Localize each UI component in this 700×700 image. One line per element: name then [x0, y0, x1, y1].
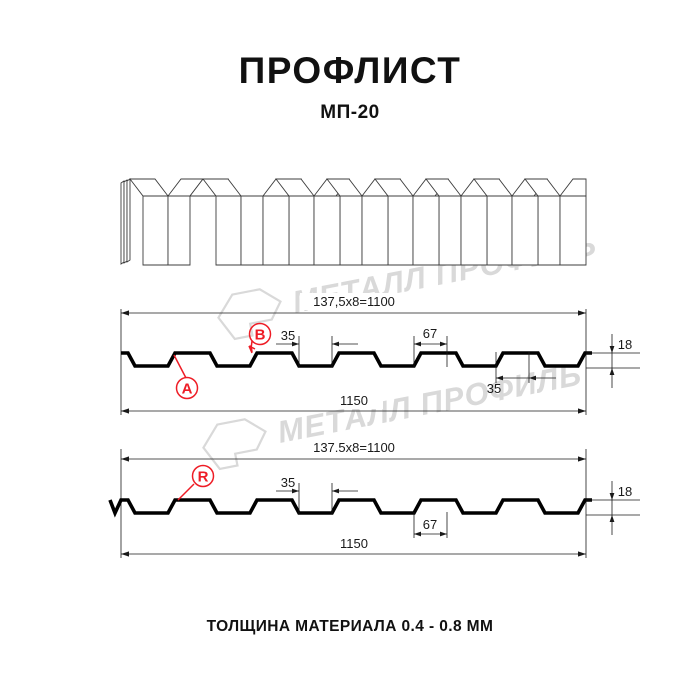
sec-a-top-arrow-right	[578, 310, 586, 316]
sec-r-flange-dimension-label: 67	[423, 517, 437, 532]
sec-a-35-arrow-in-left	[292, 341, 299, 347]
sec-r-top-arrow-left	[121, 456, 129, 462]
page-subtitle: МП-20	[320, 102, 380, 123]
page-title: ПРОФЛИСТ	[238, 50, 462, 91]
sec-a-35-arrow-in-right	[332, 341, 339, 347]
iso-face-web-1	[142, 195, 169, 266]
iso-face-web-7	[486, 195, 513, 266]
callout-b-label: B	[255, 327, 266, 344]
iso-face-web-8	[537, 195, 561, 266]
callout-a-label: A	[182, 381, 193, 398]
iso-face-valley-8	[511, 195, 539, 266]
section-a: 137,5x8=1100 1150 35 67	[120, 293, 640, 415]
iso-face-valley-5	[361, 195, 389, 266]
sec-r-18-arrow-top	[609, 493, 615, 500]
callout-b: B	[248, 322, 272, 354]
sec-r-bottom-dim-bg	[325, 535, 383, 552]
callout-r: R	[177, 464, 215, 501]
iso-corrugations	[129, 178, 587, 266]
iso-face-web-2	[215, 195, 242, 266]
sec-r-35-arrow-in-left	[292, 488, 299, 494]
sec-a-35b-arrow-left	[496, 375, 503, 381]
section-r: 137.5x8=1100 1150 35 67	[108, 439, 640, 558]
sec-a-67-arrow-left	[414, 341, 421, 347]
callout-a: A	[173, 354, 199, 400]
sec-a-profile-outline	[121, 351, 592, 368]
iso-face-valley-3	[262, 195, 290, 266]
sec-a-rib-dimension-label-2: 35	[487, 381, 501, 396]
iso-face-top-1	[129, 178, 169, 197]
callout-r-leader	[177, 483, 195, 501]
sec-a-top-arrow-left	[121, 310, 129, 316]
sec-r-height-dimension-label: 18	[618, 484, 632, 499]
sec-a-flange-dimension-label: 67	[423, 326, 437, 341]
iso-face-top-9	[559, 178, 587, 197]
sec-r-67-arrow-left	[414, 531, 421, 537]
drawing-header: ПРОФЛИСТ МП-20	[0, 52, 700, 124]
watermark-text-lower: МЕТАЛЛ ПРОФИЛЬ	[275, 357, 585, 450]
sec-a-top-dim-bg	[300, 293, 408, 310]
sec-r-35-arrow-in-right	[332, 488, 339, 494]
callout-a-leader	[173, 354, 187, 379]
iso-edge-layer-3	[126, 178, 131, 263]
callout-r-label: R	[198, 469, 209, 486]
sec-a-height-dimension-label: 18	[618, 337, 632, 352]
sec-a-18-arrow-top	[609, 346, 615, 353]
iso-face-valley-6	[412, 195, 440, 266]
iso-face-valley-7	[460, 195, 488, 266]
sec-r-18-arrow-bottom	[609, 515, 615, 522]
sec-a-top-dimension-label: 137,5x8=1100	[313, 294, 395, 309]
sec-a-bottom-dim-bg	[325, 392, 383, 409]
sec-r-bottom-arrow-right	[578, 551, 586, 557]
iso-face-valley-9	[559, 195, 587, 266]
callout-a-circle	[175, 376, 199, 400]
iso-face-web-4	[339, 195, 363, 266]
iso-face-web-6	[438, 195, 462, 266]
iso-face-valley-1	[167, 195, 191, 266]
sec-r-top-dim-bg	[300, 439, 408, 456]
sec-r-rib-dimension-label: 35	[281, 475, 295, 490]
sec-r-bottom-dimension-label: 1150	[340, 536, 368, 551]
sec-r-bottom-arrow-left	[121, 551, 129, 557]
watermark-logo-icon-2	[202, 418, 267, 471]
sec-a-rib-dimension-label: 35	[281, 328, 295, 343]
callout-r-circle	[191, 464, 215, 488]
iso-face-valley-2	[240, 195, 264, 266]
iso-face-web-3	[288, 195, 315, 266]
callout-b-leader-mid	[250, 340, 253, 350]
isometric-view	[120, 178, 587, 266]
sec-r-top-dimension-label: 137.5x8=1100	[313, 440, 395, 455]
sec-a-bottom-dimension-label: 1150	[340, 393, 368, 408]
material-thickness-note: ТОЛЩИНА МАТЕРИАЛА 0.4 - 0.8 ММ	[206, 618, 494, 635]
sec-r-profile-outline	[108, 498, 592, 518]
iso-face-web-5	[387, 195, 414, 266]
sec-a-18-arrow-bottom	[609, 368, 615, 375]
sec-a-bottom-arrow-left	[121, 408, 129, 414]
sec-r-67-arrow-right	[440, 531, 447, 537]
watermark-logo-icon	[217, 288, 282, 341]
iso-face-valley-4	[313, 195, 341, 266]
sec-a-bottom-arrow-right	[578, 408, 586, 414]
sec-a-67-arrow-right	[440, 341, 447, 347]
sec-a-35b-arrow-right	[529, 375, 536, 381]
sec-r-top-arrow-right	[578, 456, 586, 462]
callout-b-circle	[248, 322, 272, 346]
